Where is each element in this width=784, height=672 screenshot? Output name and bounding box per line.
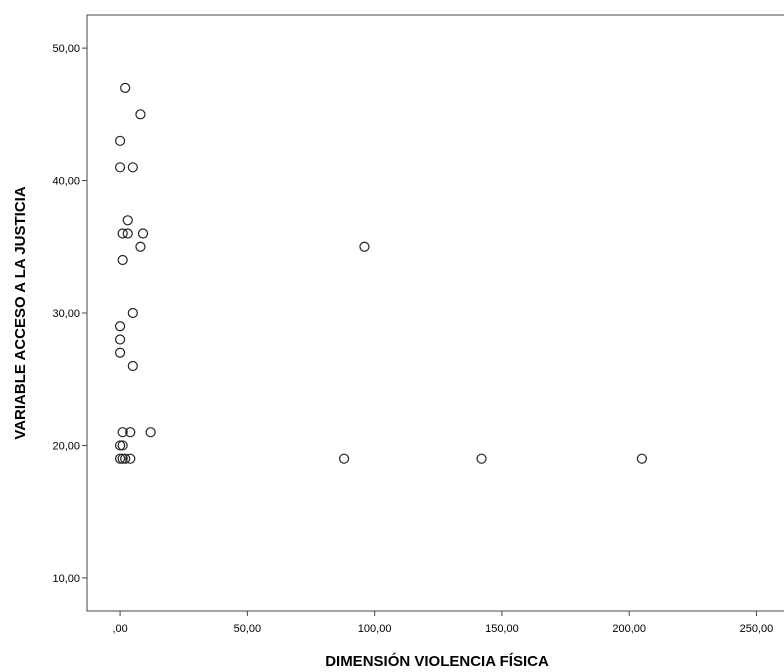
- data-point: [114, 440, 126, 451]
- data-point: [359, 241, 370, 252]
- data-point: [636, 453, 648, 464]
- y-axis: 10,00 20,00 30,00 40,00 50,00: [52, 43, 87, 585]
- data-point: [114, 162, 126, 173]
- data-point: [122, 215, 133, 226]
- data-point: [127, 360, 138, 372]
- y-tick-label: 10,00: [52, 573, 80, 585]
- y-tick-label: 40,00: [52, 176, 80, 188]
- x-tick-label: ,00: [112, 623, 127, 635]
- x-axis: ,00 50,00 100,00 150,00 200,00 250,00: [112, 611, 773, 635]
- data-point: [122, 228, 133, 239]
- data-point: [120, 453, 131, 464]
- data-point: [117, 254, 128, 266]
- data-point: [120, 82, 131, 93]
- data-point: [476, 453, 487, 464]
- plot-frame: [86, 14, 784, 612]
- data-point: [135, 241, 146, 252]
- data-point: [125, 453, 136, 464]
- x-tick-label: 100,00: [358, 623, 392, 635]
- data-point: [338, 453, 350, 464]
- data-point: [135, 109, 146, 120]
- data-point: [117, 427, 128, 438]
- x-tick-label: 200,00: [612, 623, 646, 635]
- y-tick-label: 50,00: [52, 43, 80, 55]
- data-point: [125, 427, 136, 438]
- data-point: [145, 427, 156, 438]
- y-tick-label: 20,00: [52, 440, 80, 452]
- x-tick-label: 150,00: [485, 623, 519, 635]
- data-point: [114, 453, 126, 464]
- x-axis-title: DIMENSIÓN VIOLENCIA FÍSICA: [325, 652, 549, 670]
- data-point: [127, 162, 138, 173]
- y-axis-title: VARIABLE ACCESO A LA JUSTICIA: [12, 186, 29, 440]
- data-point: [117, 440, 128, 451]
- data-point: [114, 321, 126, 332]
- data-point: [127, 307, 138, 319]
- data-point: [117, 453, 128, 464]
- data-point: [114, 334, 126, 345]
- y-tick-label: 30,00: [52, 308, 80, 320]
- data-point: [114, 347, 126, 358]
- data-point: [137, 228, 149, 239]
- data-point: [114, 135, 126, 146]
- data-points: [114, 82, 648, 464]
- data-point: [117, 228, 128, 239]
- x-tick-label: 50,00: [234, 623, 262, 635]
- x-tick-label: 250,00: [740, 623, 774, 635]
